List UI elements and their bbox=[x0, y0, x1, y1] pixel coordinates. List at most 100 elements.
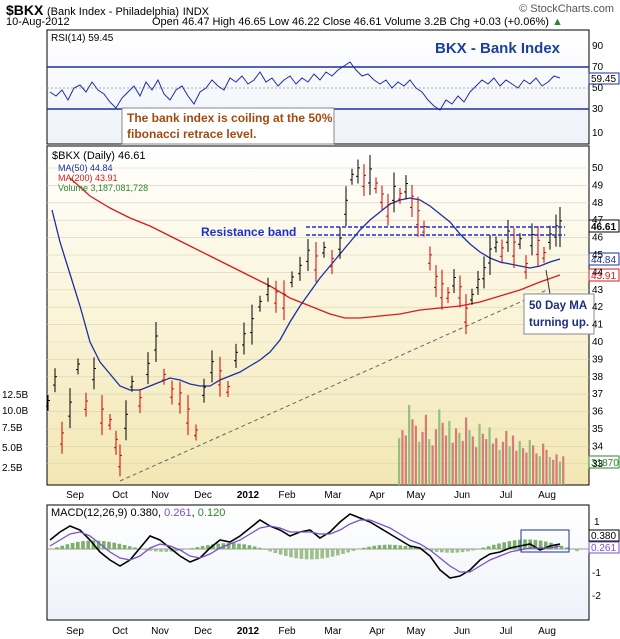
volume-bar bbox=[418, 441, 421, 485]
volume-bar bbox=[485, 439, 488, 485]
volume-bar bbox=[535, 453, 538, 485]
macd-histogram-bar bbox=[268, 549, 272, 552]
price-tick-39: 39 bbox=[592, 354, 604, 365]
volume-tag-box bbox=[588, 455, 620, 469]
macd-highlight-box bbox=[520, 529, 570, 553]
rsi-tick-70: 70 bbox=[592, 62, 604, 73]
macd-histogram-bar bbox=[533, 539, 538, 550]
volume-bar bbox=[458, 432, 461, 485]
macd-histogram-bar bbox=[180, 549, 184, 551]
volume-bar bbox=[538, 456, 541, 485]
volume-bar bbox=[501, 441, 505, 485]
price-tick-40: 40 bbox=[592, 337, 604, 348]
x-tick-jul: Jul bbox=[500, 490, 513, 501]
macd-histogram-bar bbox=[544, 541, 548, 550]
volume-bar bbox=[434, 429, 438, 485]
volume-bar bbox=[488, 427, 491, 485]
macd-tag-box bbox=[588, 529, 620, 542]
x-tick-dec: Dec bbox=[194, 626, 212, 637]
macd-histogram-bar bbox=[388, 544, 392, 550]
volume-bar bbox=[521, 448, 525, 485]
volume-bar bbox=[495, 438, 498, 485]
volume-bar bbox=[438, 409, 441, 485]
close-tag-box bbox=[588, 219, 620, 233]
macd-histogram-bar bbox=[346, 549, 350, 553]
rsi-line bbox=[49, 61, 561, 111]
macd-histogram-bar bbox=[60, 545, 64, 550]
macd-histogram-bar bbox=[242, 544, 246, 550]
volume-y-axis: 12.5B 10.0B 7.5B 5.0B 2.5B bbox=[2, 390, 28, 474]
resistance-label: Resistance band bbox=[201, 225, 296, 239]
macd-histogram-bar bbox=[559, 545, 564, 550]
price-tick-33: 33 bbox=[592, 459, 604, 470]
macd-histogram-bar bbox=[414, 547, 418, 550]
macd-histogram-bar bbox=[70, 542, 75, 550]
macd-histogram-bar bbox=[299, 549, 304, 559]
macd-histogram-bar bbox=[476, 548, 480, 550]
macd-histogram-bar bbox=[65, 544, 70, 550]
macd-hist-value: 0.120 bbox=[198, 507, 226, 519]
volume-bar bbox=[431, 445, 434, 485]
volume-bar bbox=[542, 443, 545, 485]
volume-bar bbox=[528, 440, 531, 485]
macd-histogram-bar bbox=[107, 541, 111, 550]
symbol-label: $BKX bbox=[6, 2, 44, 18]
watermark: © StockCharts.com bbox=[519, 3, 614, 15]
x-tick-jul: Jul bbox=[500, 626, 513, 637]
rsi-title: BKX - Bank Index bbox=[435, 40, 561, 57]
macd-histogram-bar bbox=[564, 547, 569, 550]
volume-bar bbox=[562, 456, 565, 485]
price-tick-48: 48 bbox=[592, 198, 604, 209]
volume-bar bbox=[461, 440, 464, 485]
x-tick-apr: Apr bbox=[369, 626, 385, 637]
macd-histogram-bar bbox=[351, 549, 356, 551]
macd-histogram-bar bbox=[278, 549, 283, 555]
macd-histogram-bar bbox=[362, 547, 366, 550]
macd-histogram-bar bbox=[429, 549, 434, 552]
x-tick-2012: 2012 bbox=[237, 490, 260, 501]
macd-histogram bbox=[50, 539, 579, 560]
up-arrow-icon: ▲ bbox=[551, 16, 563, 28]
macd-histogram-bar bbox=[252, 546, 257, 550]
macd-histogram-bar bbox=[481, 547, 486, 550]
macd-histogram-bar bbox=[143, 549, 148, 551]
macd-histogram-bar bbox=[195, 547, 200, 550]
macd-histogram-bar bbox=[169, 549, 174, 552]
volume-bar bbox=[441, 422, 444, 485]
volume-bar bbox=[404, 435, 407, 485]
macd-histogram-bar bbox=[367, 546, 371, 550]
macd-histogram-bar bbox=[258, 547, 262, 550]
date-label: 10-Aug-2012 bbox=[6, 16, 70, 28]
volume-bar bbox=[414, 425, 417, 485]
price-tick-46: 46 bbox=[592, 233, 604, 244]
macd-histogram-bar bbox=[200, 546, 205, 550]
volume-bar bbox=[491, 443, 494, 485]
x-tick-2012: 2012 bbox=[237, 626, 260, 637]
volume-bar bbox=[481, 433, 484, 485]
macd-histogram-bar bbox=[502, 542, 506, 550]
macd-histogram-bar bbox=[216, 543, 220, 550]
volume-bar bbox=[478, 423, 481, 485]
rsi-label: RSI(14) 59.45 bbox=[51, 33, 114, 44]
annotation-line-2: fibonacci retrace level. bbox=[127, 127, 256, 141]
x-tick-aug: Aug bbox=[538, 626, 556, 637]
macd-histogram-bar bbox=[382, 544, 387, 550]
macd-histogram-bar bbox=[507, 541, 512, 550]
x-tick-jun: Jun bbox=[454, 490, 470, 501]
rsi-tick-50: 50 bbox=[592, 83, 604, 94]
chart-title: $BKX (Bank Index - Philadelphia) INDX bbox=[6, 2, 209, 18]
x-tick-oct: Oct bbox=[112, 490, 128, 501]
macd-histogram-bar bbox=[96, 540, 101, 550]
macd-tick-neg1: -1 bbox=[592, 568, 601, 579]
volume-bar bbox=[558, 461, 561, 485]
volume-bar bbox=[451, 442, 454, 485]
macd-histogram-bar bbox=[133, 547, 137, 550]
price-tick-45: 45 bbox=[592, 250, 604, 261]
close-tag: 46.61 bbox=[591, 222, 616, 233]
macd-histogram-bar bbox=[50, 549, 54, 550]
x-tick-jun: Jun bbox=[454, 626, 470, 637]
volume-bar bbox=[468, 430, 471, 485]
macd-histogram-bar bbox=[330, 549, 335, 557]
macd-histogram-bar bbox=[154, 549, 158, 552]
volume-bar bbox=[398, 438, 401, 485]
